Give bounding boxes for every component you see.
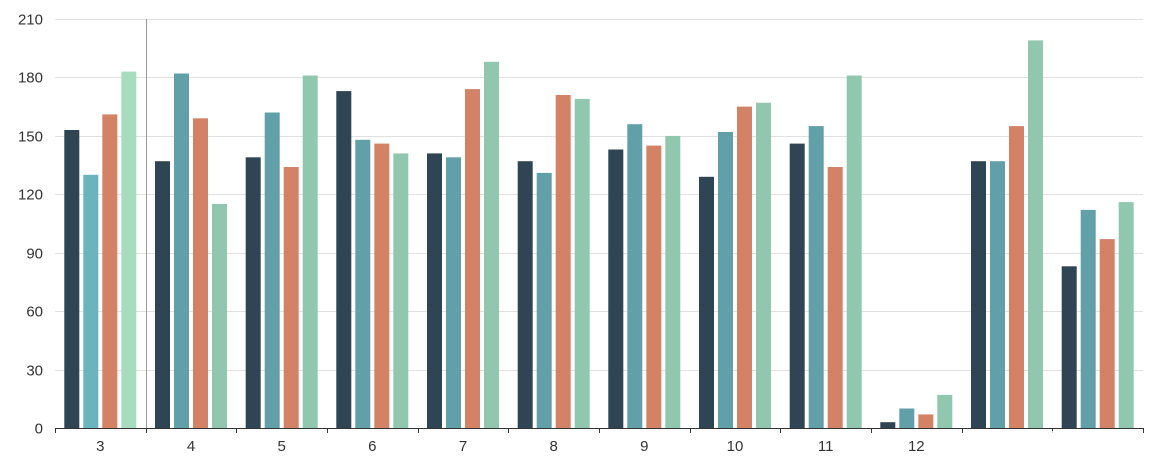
y-axis-tick-labels: 0 30 60 90 120 150 180 210 [18,12,43,438]
bar [718,132,733,428]
y-tick-label: 90 [26,246,43,263]
x-tick-label: 4 [187,438,195,455]
bar [971,161,986,428]
bar [1009,126,1024,428]
bar [517,161,533,428]
bar [1061,266,1077,428]
bar [446,157,461,429]
x-tick-label: 10 [727,438,744,455]
bar [536,172,552,428]
bar [756,102,771,428]
y-tick-label: 150 [18,129,43,146]
y-tick-label: 30 [26,363,43,380]
bar [374,143,390,428]
bar [336,91,352,428]
y-tick-label: 180 [18,70,43,87]
bar [899,408,915,428]
bar [212,204,227,428]
bar [555,95,571,428]
bar [699,176,714,428]
y-tick-label: 0 [35,421,43,438]
bar [990,161,1005,428]
bar [880,422,896,428]
bar [1080,209,1096,428]
bar [918,414,934,428]
bar [302,75,318,428]
x-tick-label: 8 [550,438,558,455]
bar [1099,239,1115,428]
y-tick-label: 120 [18,187,43,204]
bar [245,157,261,429]
bar [1028,40,1043,429]
bar [427,153,442,428]
bar [484,61,499,429]
x-tick-label: 3 [96,438,104,455]
y-tick-label: 60 [26,304,43,321]
bar [264,112,280,428]
bar [808,126,824,428]
bar [83,174,99,428]
bar [283,167,299,428]
bar [155,161,170,428]
bar [608,149,624,428]
bar [393,153,409,428]
bar [827,167,843,428]
x-tick-label: 11 [818,438,834,455]
x-tick-label: 12 [908,438,925,455]
bar [465,89,480,428]
bar [646,145,662,428]
bars [64,40,1134,429]
x-axis: 3 4 5 6 7 8 9 10 11 12 [55,428,1144,455]
x-tick-label: 6 [368,438,376,455]
bar [355,139,371,429]
bar [64,130,80,428]
bar [121,71,137,428]
bar [1118,202,1134,428]
bar [174,73,189,428]
bar [574,98,590,429]
bar [665,135,681,428]
bar [193,118,208,429]
bar [789,143,805,428]
bar [737,106,752,428]
x-tick-label: 9 [640,438,648,455]
x-tick-label: 7 [459,438,467,455]
bar [627,124,643,428]
axis-label-fade [1030,431,1140,455]
x-tick-label: 5 [278,438,286,455]
grid-lines [55,19,1143,371]
bar [102,114,118,429]
y-tick-label: 210 [18,12,43,29]
bar [937,394,953,428]
bar [846,75,862,428]
